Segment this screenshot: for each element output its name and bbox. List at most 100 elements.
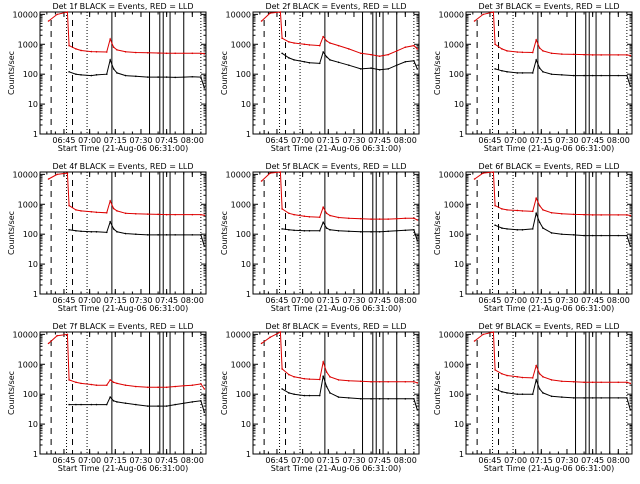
x-tick-label: 07:15 (317, 136, 340, 145)
data-point-events (531, 228, 534, 230)
data-point-events (378, 398, 381, 400)
data-point-lld (626, 214, 628, 216)
data-point-events (387, 230, 389, 233)
data-point-events (203, 245, 206, 247)
x-tick-label: 07:45 (155, 136, 178, 145)
series-line-lld (261, 11, 418, 57)
y-tick-label: 10000 (13, 170, 38, 179)
data-point-events (494, 68, 496, 70)
data-point-events (516, 229, 519, 231)
data-point-lld (325, 212, 328, 215)
x-tick-label: 08:00 (181, 136, 204, 145)
data-point-lld (269, 336, 271, 339)
data-point-lld (47, 20, 50, 22)
data-point-events (109, 396, 111, 398)
data-point-events (348, 397, 350, 399)
x-axis-label: Start Time (21-Aug-06 06:31:00) (484, 144, 615, 153)
data-point-lld (550, 52, 553, 55)
data-point-lld (516, 376, 519, 378)
data-point-events (387, 68, 389, 70)
data-point-lld (112, 207, 115, 210)
data-point-lld (269, 12, 271, 14)
data-point-events (75, 403, 77, 406)
data-point-events (550, 395, 553, 398)
data-point-events (200, 76, 202, 78)
x-tick-label: 08:00 (607, 136, 630, 145)
x-axis-label: Start Time (21-Aug-06 06:31:00) (58, 304, 189, 313)
x-tick-label: 08:00 (394, 136, 417, 145)
data-point-lld (95, 51, 98, 53)
y-tick-label: 1 (33, 130, 38, 139)
data-point-lld (348, 48, 350, 50)
y-tick-label: 10 (454, 420, 464, 429)
data-point-lld (80, 49, 82, 52)
data-point-lld (68, 44, 70, 47)
data-point-lld (293, 213, 295, 216)
data-point-events (521, 393, 524, 395)
data-point-lld (501, 208, 503, 210)
data-point-events (360, 398, 362, 400)
data-point-events (608, 234, 611, 237)
data-point-events (538, 67, 541, 69)
x-tick-label: 07:45 (155, 456, 178, 465)
data-point-events (90, 403, 93, 406)
data-point-events (573, 397, 575, 399)
y-tick-label: 1000 (231, 200, 251, 209)
data-point-lld (387, 380, 389, 383)
data-point-lld (583, 381, 585, 384)
plot-frame (39, 171, 207, 295)
y-tick-label: 1000 (444, 360, 464, 369)
data-point-lld (538, 204, 541, 207)
x-tick-label: 07:30 (342, 296, 365, 305)
data-point-lld (337, 379, 340, 381)
data-point-events (322, 51, 324, 53)
data-point-lld (322, 35, 324, 38)
data-point-events (135, 233, 137, 235)
data-point-lld (561, 213, 563, 215)
data-point-events (337, 396, 340, 398)
data-point-events (591, 234, 594, 237)
data-point-events (600, 74, 602, 77)
data-point-events (75, 229, 77, 232)
data-point-events (516, 72, 519, 74)
data-point-lld (378, 218, 381, 220)
data-point-events (629, 85, 632, 87)
x-axis-label: Start Time (21-Aug-06 06:31:00) (484, 304, 615, 313)
data-point-events (174, 234, 176, 236)
data-point-lld (378, 380, 381, 383)
data-point-lld (182, 385, 185, 387)
data-point-lld (203, 53, 206, 55)
x-tick-label: 06:45 (52, 136, 75, 145)
data-point-lld (550, 379, 553, 381)
data-point-events (191, 234, 194, 236)
data-point-lld (413, 380, 415, 383)
data-point-lld (182, 52, 185, 55)
data-point-events (348, 64, 350, 66)
data-point-events (583, 397, 585, 399)
data-point-events (494, 224, 496, 226)
x-tick-label: 06:45 (265, 296, 288, 305)
plot-frame (252, 331, 420, 455)
data-point-lld (260, 20, 263, 22)
data-point-events (561, 74, 563, 76)
data-point-events (329, 392, 331, 394)
data-point-lld (516, 209, 519, 212)
data-point-lld (135, 51, 137, 54)
series-line-lld (48, 333, 205, 390)
data-point-lld (157, 213, 159, 216)
x-tick-label: 06:45 (478, 456, 501, 465)
data-point-events (124, 74, 127, 77)
data-point-events (348, 230, 350, 233)
y-tick-label: 10 (28, 420, 38, 429)
data-point-lld (506, 374, 508, 377)
y-tick-label: 10000 (439, 330, 464, 339)
data-point-events (600, 397, 602, 399)
data-point-events (318, 229, 321, 232)
data-point-events (360, 231, 362, 233)
data-point-lld (318, 44, 321, 47)
data-point-lld (535, 197, 537, 199)
data-point-lld (279, 331, 282, 333)
data-point-events (626, 397, 628, 399)
x-tick-label: 07:15 (104, 136, 127, 145)
data-point-lld (303, 43, 306, 46)
